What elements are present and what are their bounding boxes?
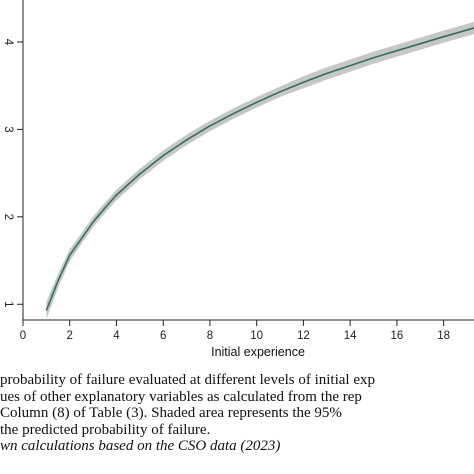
x-tick-label: 0: [20, 330, 26, 342]
x-tick-label: 6: [160, 330, 166, 342]
caption-line: the predicted probability of failure.: [0, 421, 211, 438]
x-tick-label: 14: [344, 330, 357, 342]
x-tick-label: 16: [390, 330, 403, 342]
caption-line: ues of other explanatory variables as ca…: [0, 388, 362, 405]
x-tick-label: 4: [113, 330, 120, 342]
y-tick-label: 4: [2, 39, 14, 46]
x-tick-label: 12: [297, 330, 310, 342]
caption-source: wn calculations based on the CSO data (2…: [0, 438, 281, 454]
figure-caption: probability of failure evaluated at diff…: [0, 372, 474, 455]
y-tick-label: 1: [2, 301, 14, 307]
x-tick-label: 18: [437, 330, 450, 342]
y-tick-label: 2: [2, 214, 14, 220]
confidence-band: [46, 21, 474, 320]
y-tick-label: 3: [2, 126, 14, 132]
caption-line: probability of failure evaluated at diff…: [0, 372, 375, 388]
x-tick-label: 8: [207, 330, 213, 342]
caption-line: Column (8) of Table (3). Shaded area rep…: [0, 405, 342, 421]
x-tick-label: 2: [67, 330, 73, 342]
x-axis-title: Initial experience: [211, 345, 305, 359]
predicted-probability-line: [45, 27, 474, 311]
x-tick-label: 10: [250, 330, 263, 342]
